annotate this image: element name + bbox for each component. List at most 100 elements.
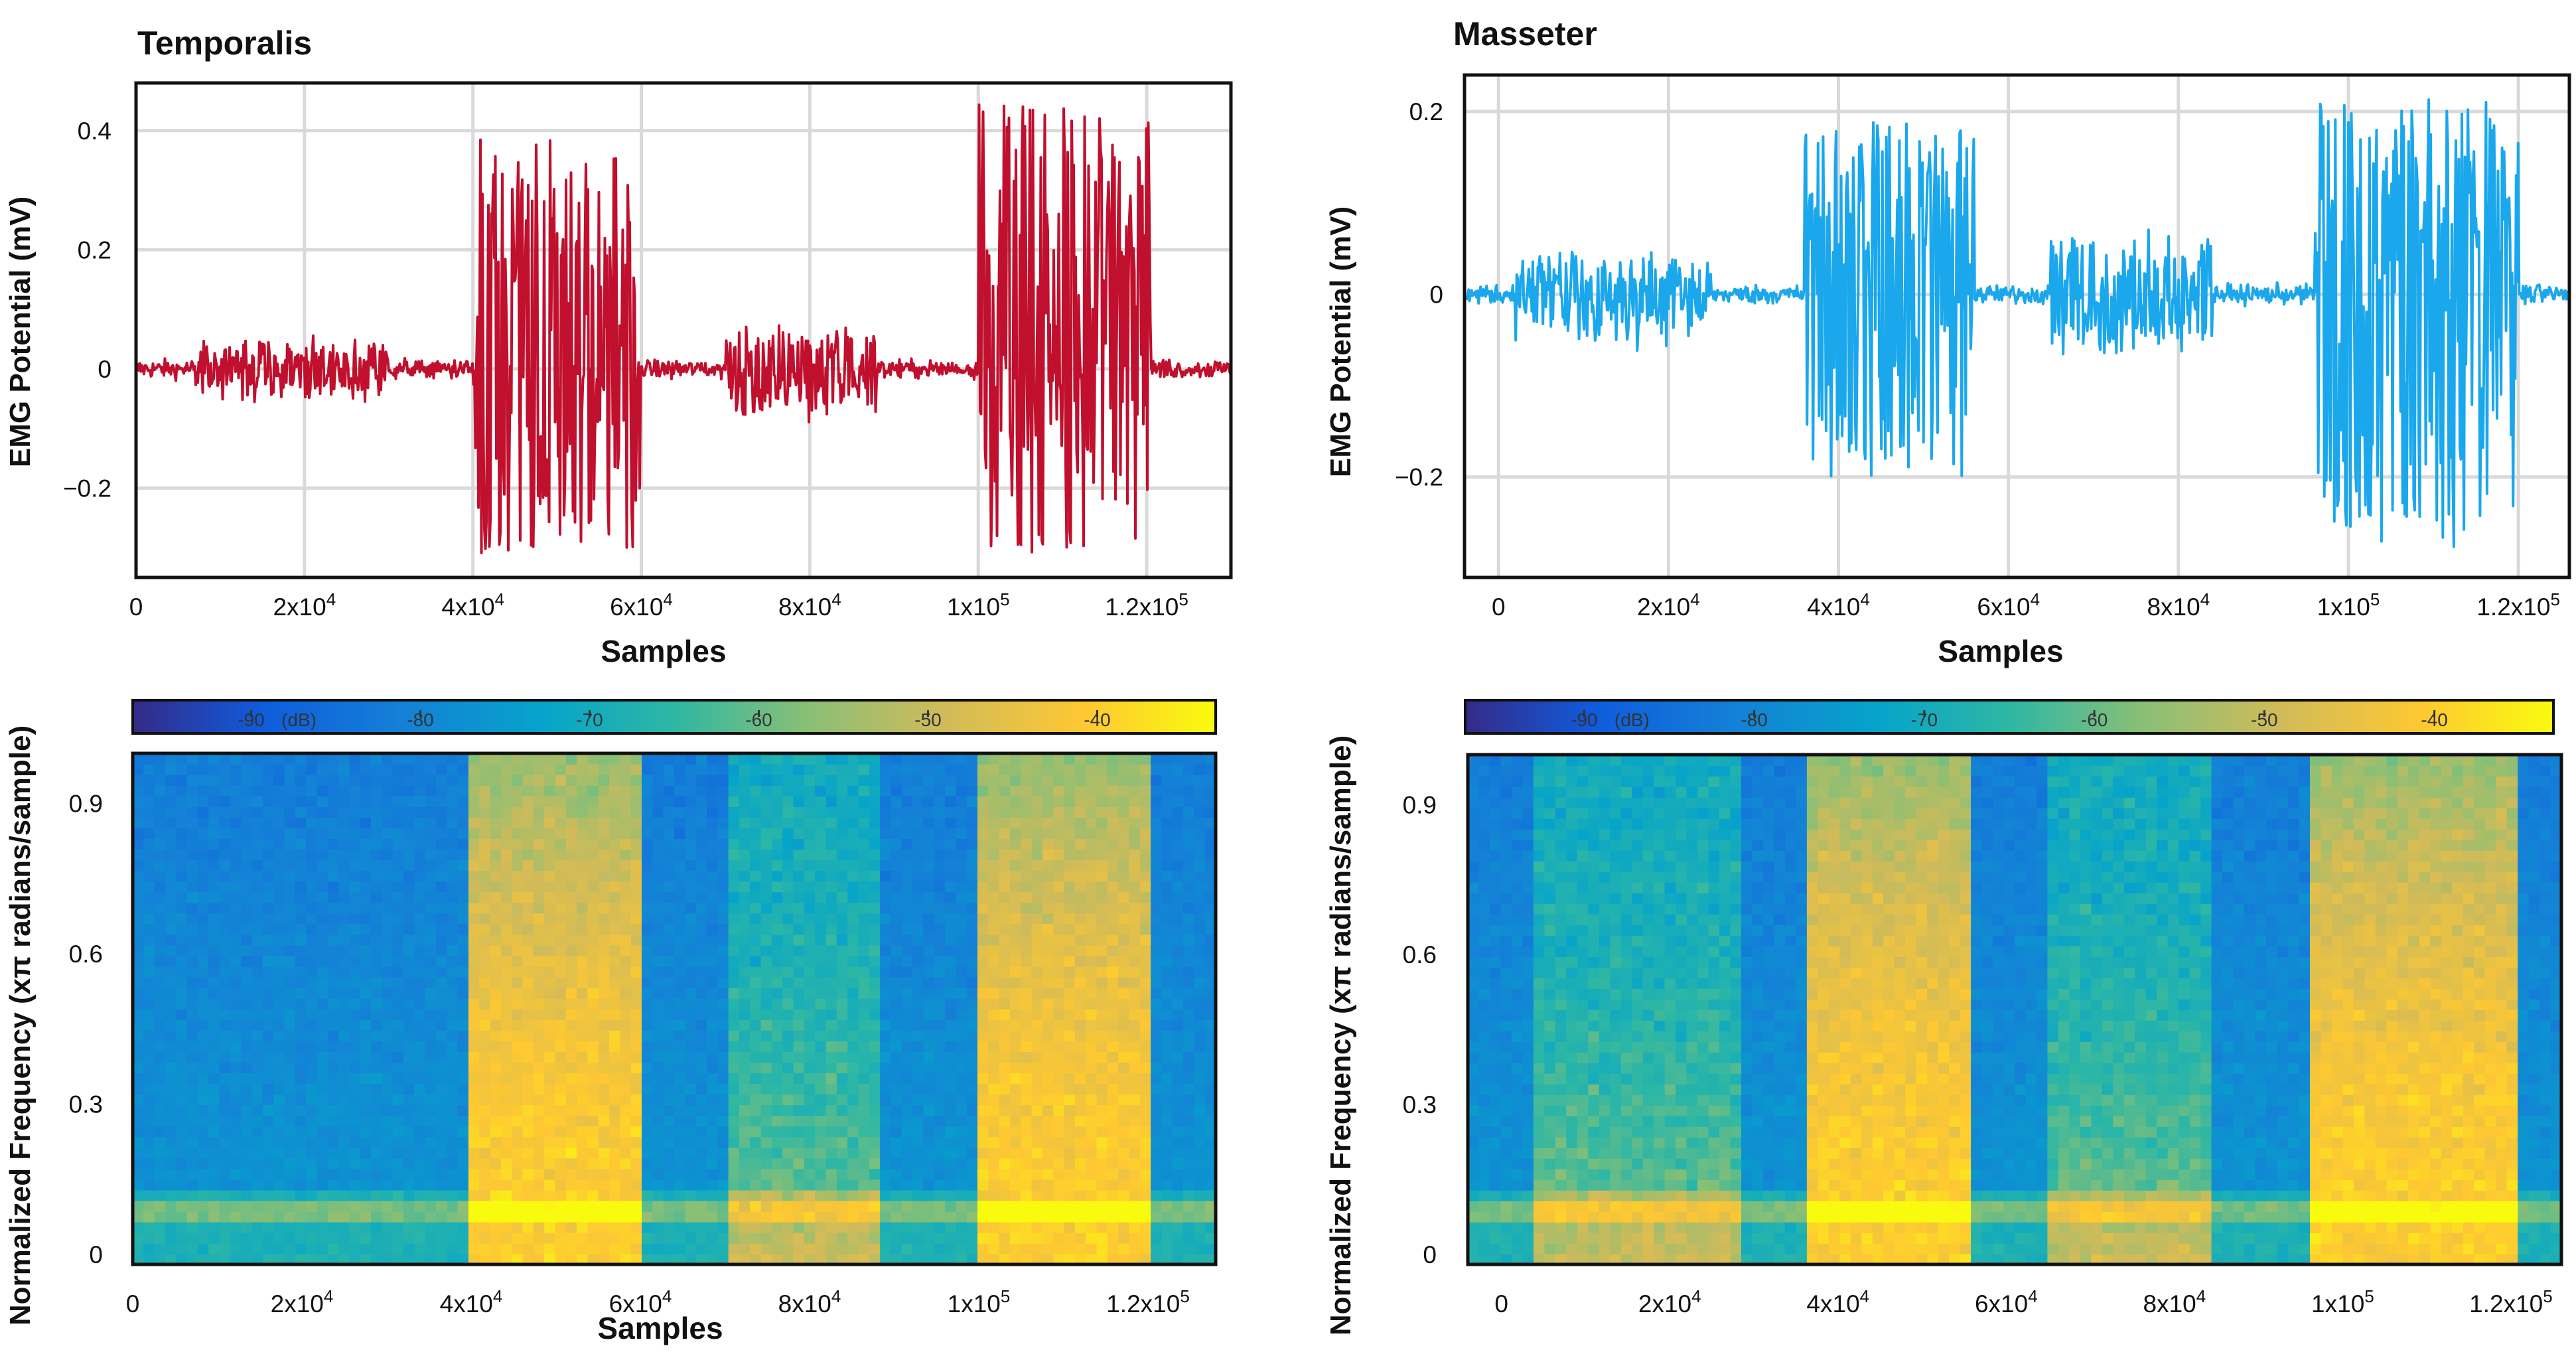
spectrogram-cell <box>750 1073 762 1085</box>
spectrogram-cell <box>143 976 155 988</box>
spectrogram-cell <box>327 1030 339 1041</box>
spectrogram-cell <box>1478 1243 1490 1254</box>
spectrogram-cell <box>988 1158 1000 1169</box>
spectrogram-cell <box>1172 1073 1184 1085</box>
spectrogram-cell <box>782 1147 794 1159</box>
spectrogram-cell <box>1194 1041 1206 1052</box>
spectrogram-cell <box>1161 838 1173 850</box>
spectrogram-cell <box>825 944 837 956</box>
spectrogram-cell <box>1129 1200 1141 1212</box>
spectrogram-cell <box>739 1041 751 1052</box>
spectrogram-cell <box>728 966 740 978</box>
spectrogram-cell <box>544 785 556 796</box>
spectrogram-cell <box>771 775 783 786</box>
spectrogram-cell <box>804 828 816 840</box>
spectrogram-cell <box>143 881 155 893</box>
spectrogram-cell <box>522 1019 534 1031</box>
spectrogram-cell <box>273 1073 285 1085</box>
spectrogram-cell <box>1139 1189 1151 1201</box>
spectrogram-cell <box>317 934 328 946</box>
spectrogram-cell <box>512 1094 524 1106</box>
spectrogram-cell <box>1139 1030 1151 1041</box>
spectrogram-cell <box>360 1147 372 1159</box>
spectrogram-cell <box>901 1189 913 1201</box>
spectrogram-cell <box>836 849 848 861</box>
spectrogram-cell <box>382 817 394 829</box>
spectrogram-cell <box>360 775 372 786</box>
spectrogram-cell <box>533 806 545 818</box>
spectrogram-cell <box>782 1051 794 1063</box>
spectrogram-cell <box>934 987 946 999</box>
spectrogram-cell <box>869 1009 881 1020</box>
spectrogram-cell <box>847 1232 859 1244</box>
spectrogram-cell <box>230 1073 242 1085</box>
spectrogram-cell <box>1172 1189 1184 1201</box>
spectrogram-cell <box>349 891 361 903</box>
spectrogram-cell <box>284 785 296 796</box>
spectrogram-cell <box>349 934 361 946</box>
spectrogram-cell <box>479 1221 491 1233</box>
spectrogram-cell <box>1118 1158 1130 1169</box>
spectrogram-cell <box>977 1083 989 1095</box>
spectrogram-cell <box>1161 870 1173 882</box>
spectrogram-cell <box>815 1009 827 1020</box>
spectrogram-cell <box>425 828 437 840</box>
spectrogram-cell <box>923 944 935 956</box>
spectrogram-cell <box>750 1254 762 1265</box>
spectrogram-cell <box>197 828 209 840</box>
spectrogram-cell <box>966 860 978 871</box>
spectrogram-cell <box>555 913 567 925</box>
spectrogram-cell <box>284 1126 296 1138</box>
spectrogram-cell <box>565 976 577 988</box>
spectrogram-cell <box>587 987 599 999</box>
spectrogram-cell <box>251 881 263 893</box>
spectrogram-cell <box>1042 785 1054 796</box>
spectrogram-cell <box>1064 913 1076 925</box>
spectrogram-cell <box>577 1126 589 1138</box>
spectrogram-cell <box>165 1030 177 1041</box>
spectrogram-cell <box>1129 1243 1141 1254</box>
spectrogram-cell <box>858 1009 870 1020</box>
spectrogram-cell <box>1129 1221 1141 1233</box>
spectrogram-cell <box>565 1147 577 1159</box>
spectrogram-cell <box>663 902 675 914</box>
plot-frame <box>134 81 1233 579</box>
spectrogram-cell <box>750 966 762 978</box>
spectrogram-cell <box>1118 1104 1130 1116</box>
spectrogram-cell <box>815 1062 827 1073</box>
spectrogram-cell <box>371 796 383 807</box>
spectrogram-cell <box>154 1051 166 1063</box>
spectrogram-cell <box>685 1136 697 1148</box>
spectrogram-cell <box>1194 1168 1206 1180</box>
spectrogram-cell <box>901 1104 913 1116</box>
spectrogram-cell <box>988 1051 1000 1063</box>
spectrogram-cell <box>186 891 198 903</box>
spectrogram-cell <box>825 1211 837 1223</box>
spectrogram-cell <box>1139 1158 1151 1169</box>
spectrogram-cell <box>577 966 589 978</box>
spectrogram-cell <box>685 944 697 956</box>
colorbar <box>1464 699 2555 735</box>
spectrogram-cell <box>219 976 231 988</box>
spectrogram-cell <box>447 1115 459 1127</box>
spectrogram-cell <box>143 1232 155 1244</box>
spectrogram-cell <box>447 753 459 765</box>
spectrogram-cell <box>760 838 772 850</box>
spectrogram-cell <box>565 828 577 840</box>
spectrogram-cell <box>1478 1233 1490 1244</box>
spectrogram-cell <box>717 998 729 1010</box>
spectrogram-cell <box>382 796 394 807</box>
spectrogram-cell <box>403 838 415 850</box>
spectrogram-cell <box>945 796 957 807</box>
spectrogram-cell <box>620 1136 632 1148</box>
spectrogram-cell <box>425 1083 437 1095</box>
spectrogram-cell <box>251 1062 263 1073</box>
spectrogram-cell <box>880 1126 892 1138</box>
spectrogram-cell <box>512 849 524 861</box>
spectrogram-cell <box>1139 1168 1151 1180</box>
spectrogram-cell <box>912 1041 924 1052</box>
spectrogram-cell <box>544 1243 556 1254</box>
spectrogram-cell <box>143 806 155 818</box>
spectrogram-cell <box>923 966 935 978</box>
spectrogram-cell <box>707 1243 719 1254</box>
